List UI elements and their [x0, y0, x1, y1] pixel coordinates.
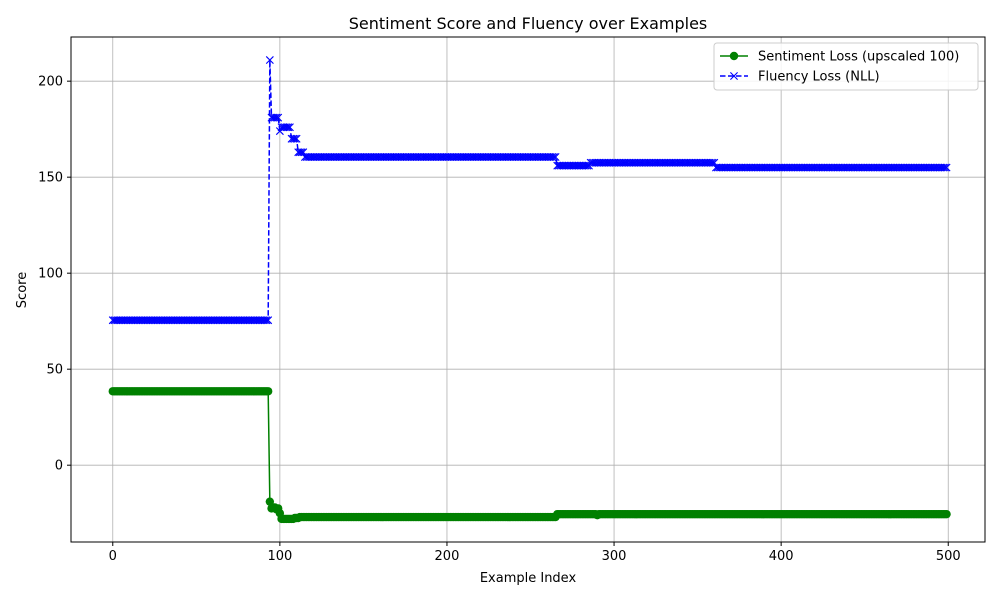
legend-label: Sentiment Loss (upscaled 100)	[758, 50, 959, 65]
x-tick-label: 400	[769, 549, 794, 564]
series-2	[108, 56, 951, 325]
x-tick-label: 300	[602, 549, 627, 564]
data-point	[581, 161, 590, 170]
y-tick-label: 200	[38, 75, 63, 90]
data-point	[265, 56, 274, 65]
x-tick-label: 200	[435, 549, 460, 564]
data-point	[285, 123, 294, 132]
series-layer	[108, 56, 951, 524]
y-tick-label: 150	[38, 171, 63, 186]
data-point	[289, 134, 298, 143]
legend-marker	[729, 51, 739, 61]
data-point	[942, 163, 951, 172]
y-tick-label: 100	[38, 267, 63, 282]
series-1	[108, 387, 951, 524]
data-point	[274, 113, 283, 122]
x-axis-label: Example Index	[480, 571, 577, 586]
chart-title: Sentiment Score and Fluency over Example…	[349, 14, 708, 33]
plot-frame	[70, 36, 986, 543]
data-point	[264, 316, 273, 325]
data-point	[270, 113, 279, 122]
y-axis-label: Score	[15, 272, 30, 308]
data-point	[942, 509, 951, 519]
legend-marker	[730, 72, 738, 80]
data-point	[551, 153, 560, 161]
data-point	[549, 153, 558, 161]
data-point	[939, 163, 948, 172]
y-tick-label: 0	[55, 459, 63, 474]
data-point	[940, 163, 949, 172]
data-point	[262, 316, 271, 325]
data-point	[272, 113, 281, 122]
data-point	[282, 123, 291, 132]
legend-label: Fluency Loss (NLL)	[758, 70, 880, 85]
legend-box	[713, 42, 979, 91]
data-point	[260, 316, 269, 325]
axes: 0 100 200 300 400 500 0 50 100 150 200	[38, 75, 960, 564]
y-tick-label: 50	[46, 363, 63, 378]
x-tick-label: 100	[267, 549, 292, 564]
data-point	[284, 123, 293, 132]
legend: Sentiment Loss (upscaled 100) Fluency Los…	[713, 42, 979, 91]
data-point	[263, 387, 273, 396]
x-tick-label: 500	[936, 549, 961, 564]
data-point	[548, 153, 557, 161]
x-tick-label: 0	[109, 549, 117, 564]
data-point	[290, 134, 299, 143]
data-point	[292, 134, 301, 143]
